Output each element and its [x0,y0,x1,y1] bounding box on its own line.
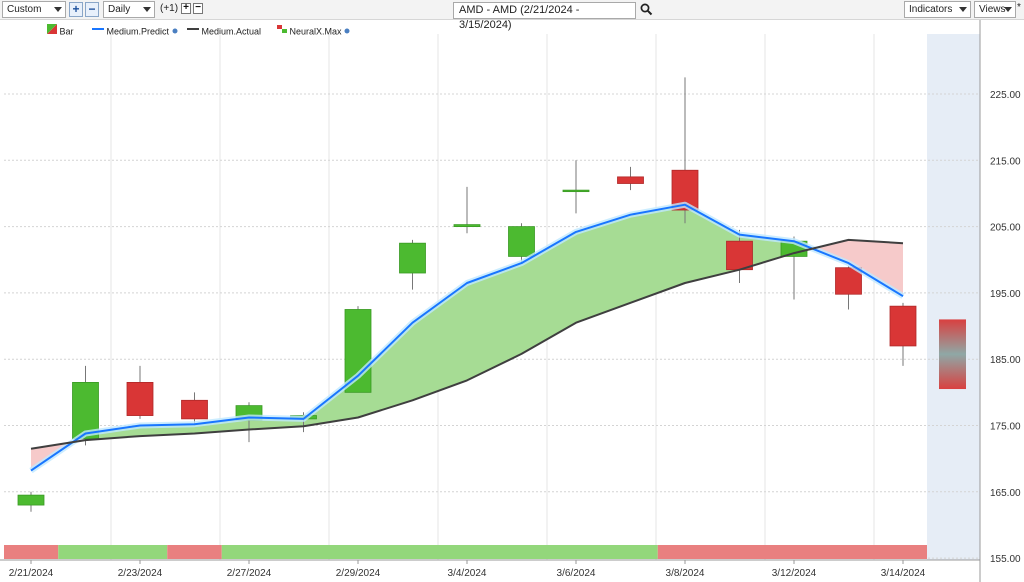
neural-legend-icon [277,25,287,33]
y-tick-label: 195.00 [990,289,1021,300]
legend-actual: Medium.Actual [187,24,262,37]
legend-predict-label: Medium.Predict [106,26,170,37]
remove-button[interactable]: − [85,2,99,17]
period-select-value: Daily [108,4,131,15]
offset-label: (+1) [160,3,179,14]
indicators-label: Indicators [909,4,953,15]
range-select-value: Custom [7,4,42,15]
info-icon[interactable] [172,28,178,34]
spread-fill [848,239,903,297]
info-icon[interactable] [344,28,350,34]
chevron-down-icon [143,7,151,12]
signal-band [167,545,222,559]
signal-band [4,545,59,559]
y-tick-label: 205.00 [990,223,1021,234]
y-tick-label: 215.00 [990,156,1021,167]
candle-body [508,226,535,257]
candle-body [399,242,426,274]
y-tick-label: 225.00 [990,90,1021,101]
chevron-down-icon [54,7,62,12]
zoom-out-button[interactable]: − [193,3,203,14]
signal-band [221,545,658,559]
candle-body [726,240,753,271]
x-tick-label: 2/29/2024 [336,568,381,579]
toolbar: Custom + − Daily (+1) + − AMD - AMD (2/2… [0,0,1024,31]
legend-bar: Bar [47,24,74,37]
candle-body [617,176,644,184]
search-icon[interactable] [640,3,653,16]
candle-body [17,494,45,506]
y-tick-label: 165.00 [990,488,1021,499]
line-legend-icon [92,28,104,30]
spread-fill [739,234,794,270]
indicators-select[interactable]: Indicators [904,1,971,18]
add-button[interactable]: + [69,2,83,17]
legend-bar-label: Bar [59,26,74,37]
legend-predict: Medium.Predict [92,24,178,37]
bar-legend-icon [47,24,57,34]
chevron-down-icon [1004,7,1012,12]
predict-line [30,203,904,472]
x-tick-label: 3/8/2024 [666,568,705,579]
spread-fill [358,322,413,418]
spread-fill [576,214,631,323]
line-legend-icon [187,28,199,30]
y-tick-label: 155.00 [990,554,1021,565]
y-tick-label: 175.00 [990,422,1021,433]
x-tick-label: 2/23/2024 [118,568,163,579]
candle-body [889,305,917,347]
legend-neural-label: NeuralX.Max [289,26,342,37]
y-tick-label: 185.00 [990,355,1021,366]
forecast-bar [939,319,966,390]
spread-fill [685,204,740,283]
legend-neural: NeuralX.Max [277,24,350,37]
x-tick-label: 3/14/2024 [881,568,926,579]
x-tick-label: 2/27/2024 [227,568,272,579]
x-tick-label: 3/12/2024 [772,568,817,579]
x-tick-label: 3/4/2024 [448,568,487,579]
signal-band [58,545,168,559]
period-select[interactable]: Daily [103,1,155,18]
candle-body [126,382,154,416]
spread-fill [467,263,522,381]
x-tick-label: 2/21/2024 [9,568,54,579]
forecast-region [927,34,980,560]
zoom-in-button[interactable]: + [181,3,191,14]
views-select[interactable]: Views [974,1,1016,18]
signal-band [657,545,927,559]
chevron-down-icon [959,7,967,12]
x-tick-label: 3/6/2024 [557,568,596,579]
symbol-search-input[interactable]: AMD - AMD (2/21/2024 - 3/15/2024) [453,2,636,31]
legend-actual-label: Medium.Actual [201,26,262,37]
spread-fill [521,231,576,354]
more-menu-button[interactable]: * [1017,2,1021,13]
candle-body [562,189,590,193]
candle-body [181,399,208,420]
spread-fill [630,204,685,303]
range-select[interactable]: Custom [2,1,66,18]
candle-body [453,224,481,227]
candle-body [835,267,862,295]
actual-line [30,238,904,450]
spread-fill [412,282,467,401]
views-label: Views [979,4,1006,15]
